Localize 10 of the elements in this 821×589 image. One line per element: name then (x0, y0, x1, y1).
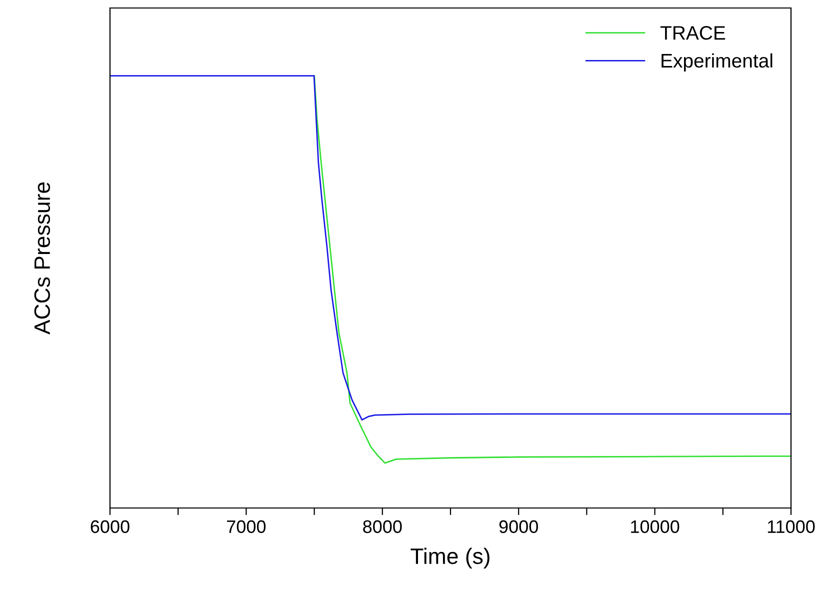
legend-label: Experimental (662, 53, 772, 72)
legend-label: TRACE (660, 26, 726, 40)
x-tick-label: 10000 (631, 520, 680, 534)
x-tick-label: 9000 (499, 520, 538, 534)
x-tick-label: 8000 (363, 520, 402, 534)
y-axis-title: ACCs Pressure (34, 182, 50, 335)
x-tick-label: 6000 (90, 520, 130, 534)
x-tick-label: 11000 (768, 520, 815, 534)
x-tick-label: 7000 (227, 520, 266, 534)
x-axis-title: Time (s) (410, 548, 490, 568)
